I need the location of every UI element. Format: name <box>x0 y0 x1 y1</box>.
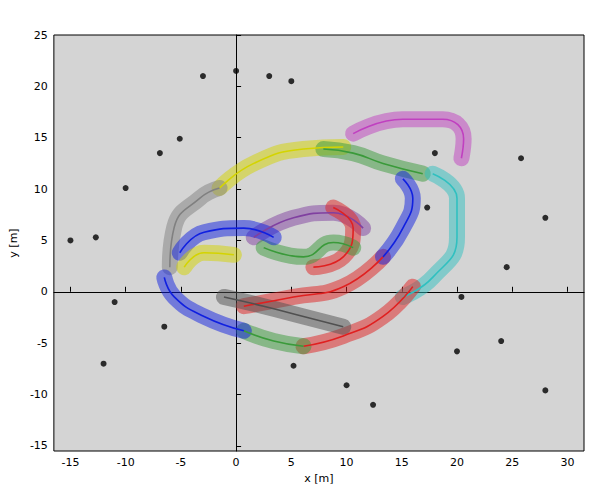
svg-text:y [m]: y [m] <box>7 228 20 257</box>
svg-text:15: 15 <box>395 456 409 469</box>
svg-text:0: 0 <box>41 285 48 298</box>
svg-text:-5: -5 <box>37 337 48 350</box>
svg-text:-10: -10 <box>117 456 135 469</box>
svg-text:25: 25 <box>34 29 48 42</box>
svg-text:-15: -15 <box>61 456 79 469</box>
svg-text:30: 30 <box>560 456 574 469</box>
svg-text:20: 20 <box>450 456 464 469</box>
svg-text:0: 0 <box>233 456 240 469</box>
svg-text:20: 20 <box>34 80 48 93</box>
svg-text:-10: -10 <box>30 388 48 401</box>
svg-text:x [m]: x [m] <box>304 472 333 485</box>
svg-text:-5: -5 <box>175 456 186 469</box>
svg-text:15: 15 <box>34 131 48 144</box>
svg-text:5: 5 <box>288 456 295 469</box>
svg-text:5: 5 <box>41 234 48 247</box>
svg-text:-15: -15 <box>30 439 48 452</box>
svg-text:10: 10 <box>340 456 354 469</box>
svg-text:10: 10 <box>34 183 48 196</box>
svg-text:25: 25 <box>505 456 519 469</box>
